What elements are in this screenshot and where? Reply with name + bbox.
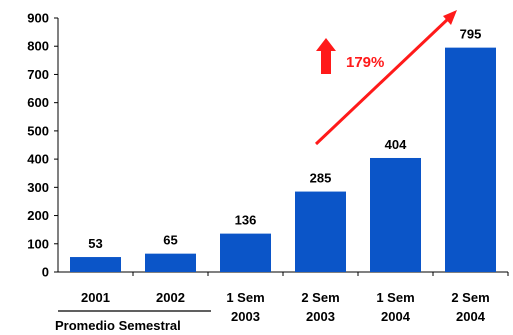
up-arrow-icon xyxy=(316,38,336,74)
x-tick-label: 2001 xyxy=(81,290,110,305)
y-tick-label: 200 xyxy=(27,208,49,223)
bar xyxy=(70,257,121,272)
growth-annotation: 179% xyxy=(314,10,457,146)
bar-value-label: 136 xyxy=(235,213,257,228)
x-tick-label: 2004 xyxy=(456,309,486,324)
bar-value-label: 285 xyxy=(310,171,332,186)
trend-line xyxy=(314,16,451,146)
trend-arrowhead xyxy=(443,10,457,25)
group-bracket: Promedio Semestral xyxy=(55,310,211,333)
x-tick-label: 1 Sem xyxy=(376,290,414,305)
y-tick-label: 800 xyxy=(27,39,49,54)
x-tick-label: 2004 xyxy=(381,309,411,324)
axes: 0 100 200 300 400 500 600 700 800 900 xyxy=(27,11,509,280)
bar xyxy=(370,157,421,272)
y-tick-label: 300 xyxy=(27,180,49,195)
x-tick-label: 2003 xyxy=(306,309,335,324)
bars xyxy=(70,47,496,273)
y-tick-label: 400 xyxy=(27,152,49,167)
y-tick-label: 500 xyxy=(27,123,49,138)
y-tick-label: 0 xyxy=(42,265,49,280)
x-tick-label: 1 Sem xyxy=(226,290,264,305)
x-tick-label: 2 Sem xyxy=(301,290,339,305)
bar-value-label: 404 xyxy=(385,137,407,152)
bar xyxy=(145,253,196,272)
x-tick-label: 2002 xyxy=(156,290,185,305)
y-tick-label: 600 xyxy=(27,95,49,110)
bar xyxy=(295,191,346,272)
y-tick-label: 100 xyxy=(27,236,49,251)
bar-value-label: 795 xyxy=(460,27,482,42)
x-tick-label: 2 Sem xyxy=(451,290,489,305)
group-label: Promedio Semestral xyxy=(55,318,181,333)
bar xyxy=(445,47,496,273)
bar-value-label: 53 xyxy=(88,236,102,251)
growth-percentage: 179% xyxy=(346,54,384,71)
y-tick-label: 900 xyxy=(27,11,49,26)
labels: 53 2001 65 2002 136 1 Sem 2003 285 2 Sem 2003 404 1… xyxy=(81,27,490,324)
bar-value-label: 65 xyxy=(163,233,177,248)
y-tick-label: 700 xyxy=(27,67,49,82)
x-tick-label: 2003 xyxy=(231,309,260,324)
bar xyxy=(220,233,271,272)
